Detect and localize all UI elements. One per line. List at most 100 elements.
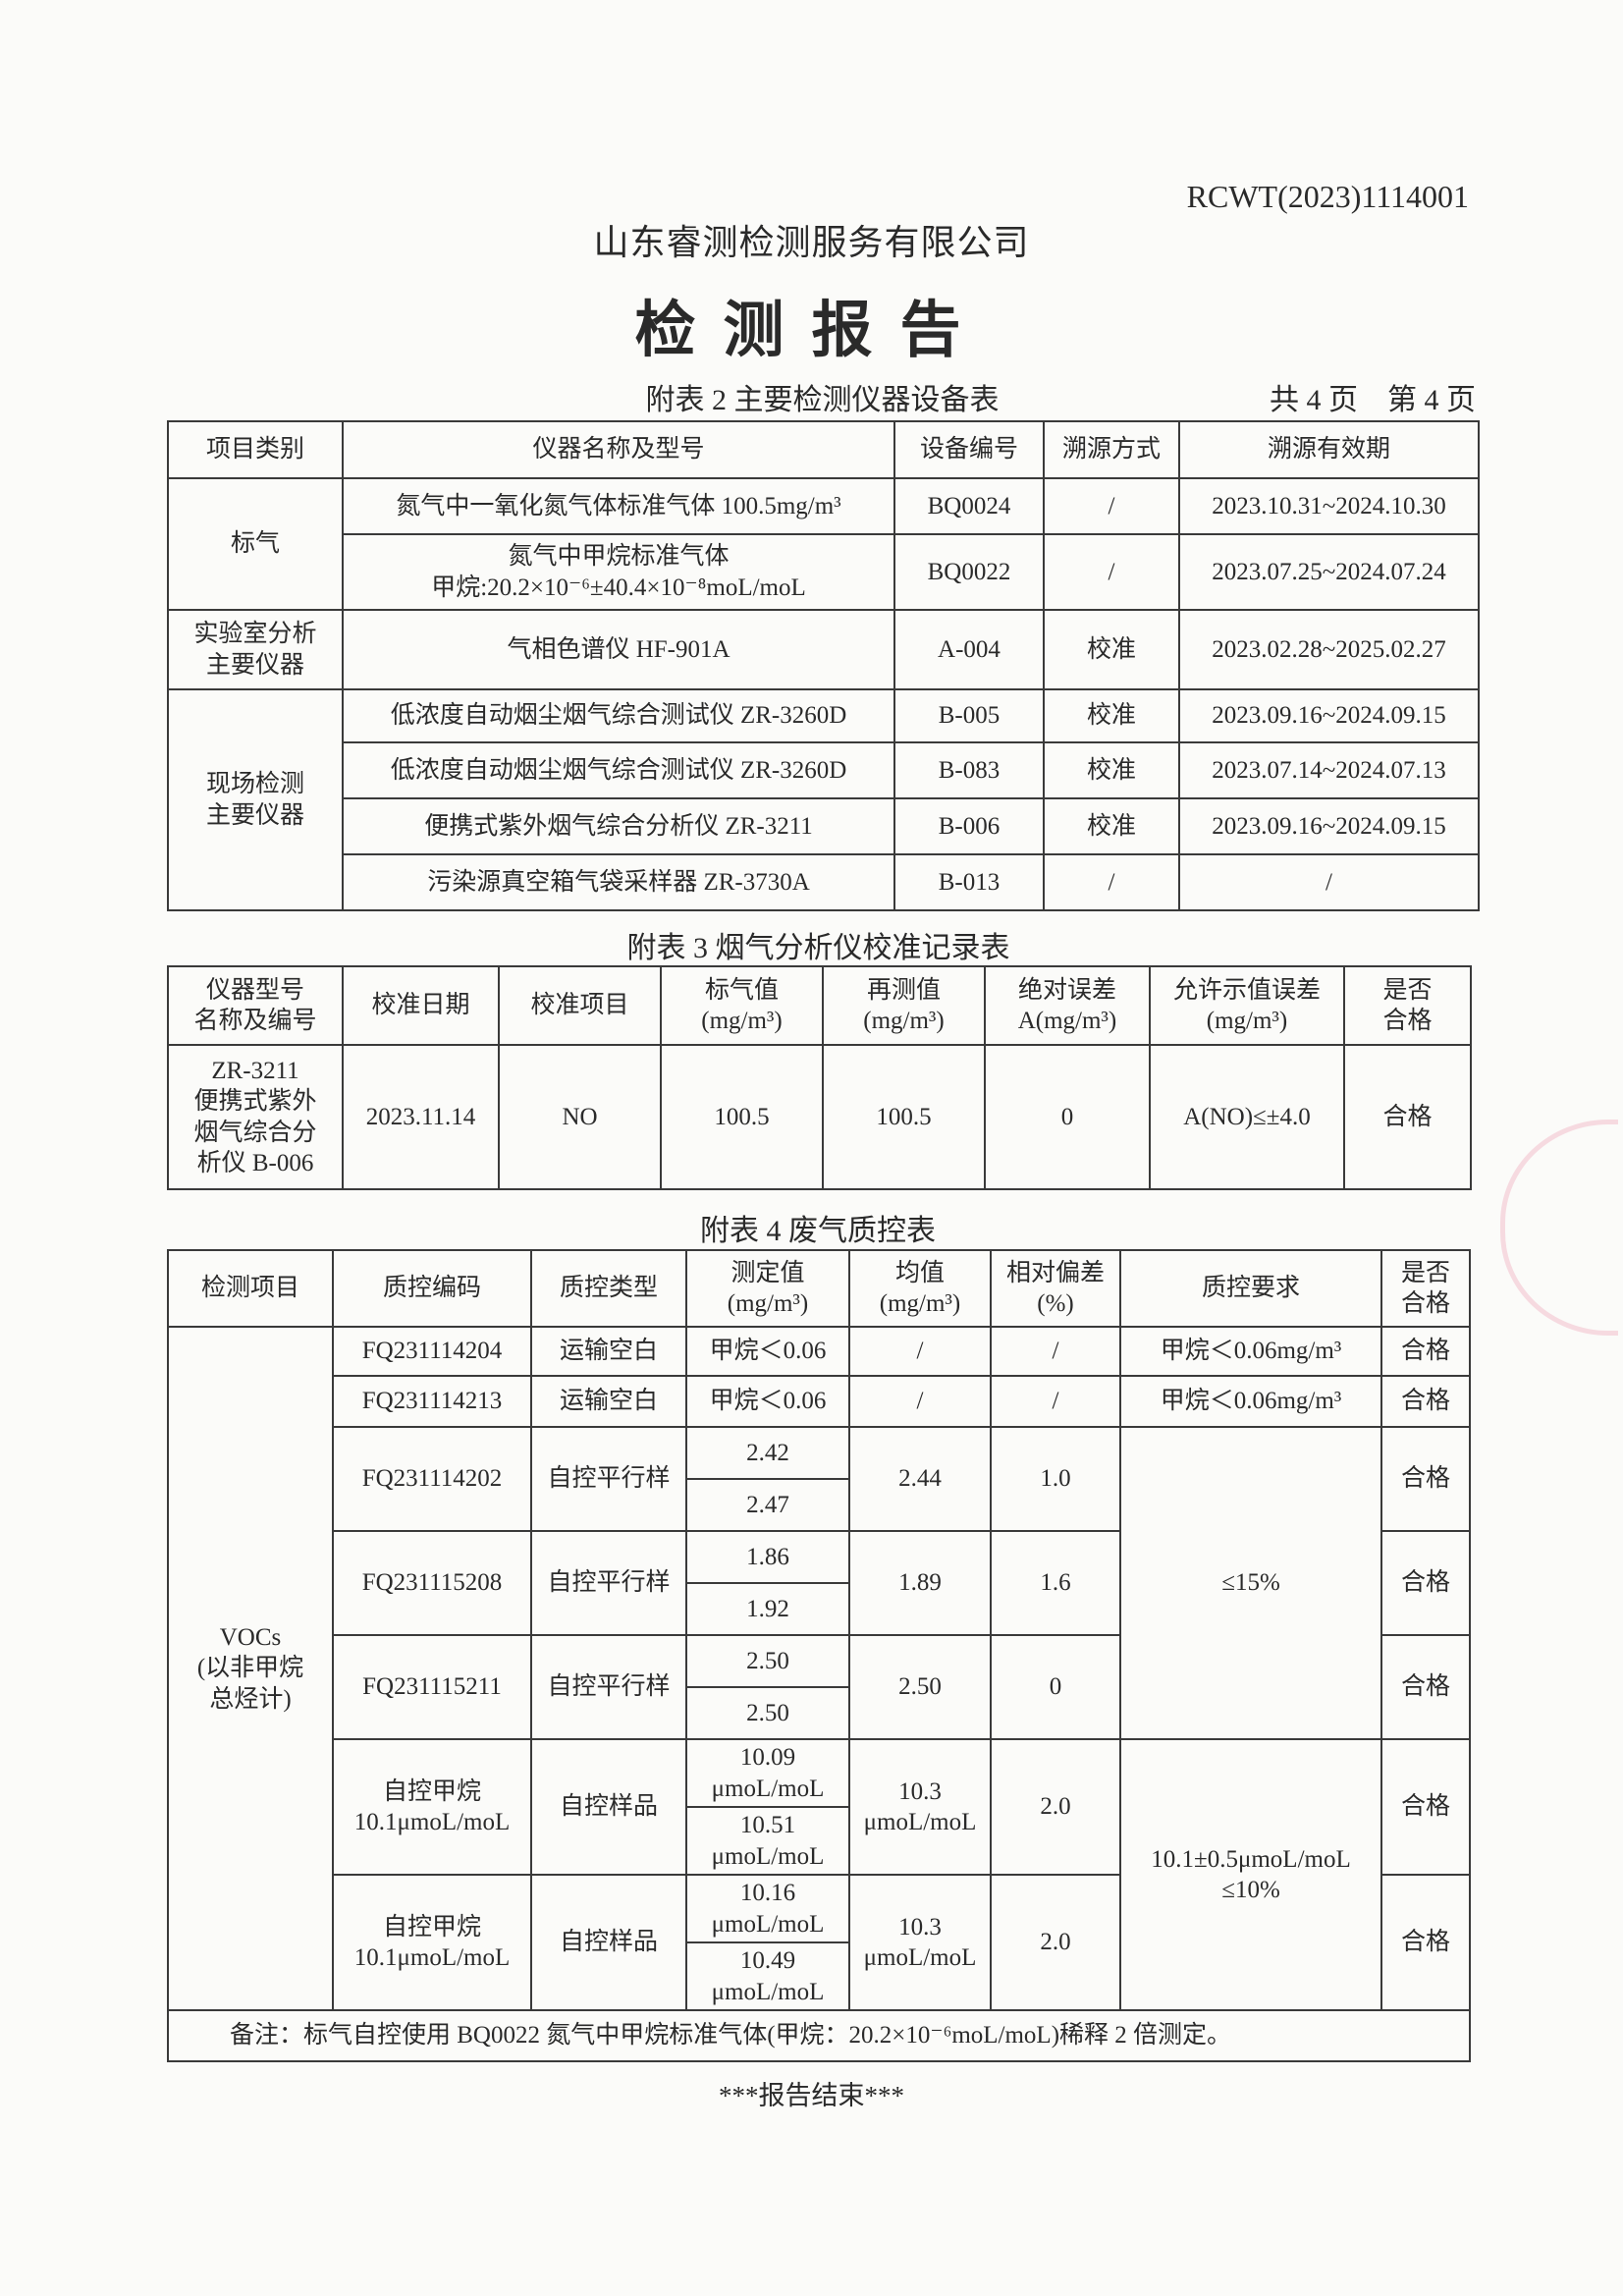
report-end: ***报告结束*** bbox=[719, 2081, 904, 2110]
table-row: 自控甲烷 10.1μmoL/moL 自控样品 10.16 μmoL/moL 10.3 … bbox=[168, 1874, 1471, 2011]
header-cell: 质控编码 bbox=[332, 1249, 532, 1328]
data-cell: NO bbox=[498, 1044, 662, 1190]
name-cell: 低浓度自动烟尘烟气综合测试仪 ZR-3260D bbox=[342, 688, 895, 743]
method-cell: 校准 bbox=[1043, 609, 1180, 690]
method-cell: 校准 bbox=[1043, 797, 1180, 855]
mean-cell: / bbox=[848, 1375, 992, 1428]
table-row: 项目类别 仪器名称及型号 设备编号 溯源方式 溯源有效期 bbox=[167, 420, 1480, 479]
table-row: 2.50 bbox=[168, 1686, 1470, 1740]
table-row: 污染源真空箱气袋采样器 ZR-3730A B-013// bbox=[168, 853, 1480, 911]
name-cell: 氮气中甲烷标准气体 甲烷:20.2×10⁻⁶±40.4×10⁻⁸moL/moL bbox=[342, 533, 895, 611]
table-row: 备注：标气自控使用 BQ0022 氮气中甲烷标准气体(甲烷：20.2×10⁻⁶m… bbox=[167, 2009, 1471, 2062]
id-cell: BQ0024 bbox=[893, 477, 1045, 535]
name-cell: 便携式紫外烟气综合分析仪 ZR-3211 bbox=[342, 797, 895, 855]
header-cell: 再测值 (mg/m³) bbox=[822, 965, 986, 1046]
page-title: 检测报告 bbox=[634, 298, 989, 364]
table-row: FQ231115211 自控平行样 2.50 2.50 0 合格 bbox=[168, 1634, 1471, 1740]
table-row: 自控甲烷 10.1μmoL/moL 自控样品 10.09 μmoL/moL 10.3 … bbox=[168, 1738, 1471, 2011]
pass-cell: 合格 bbox=[1380, 1326, 1471, 1377]
table-row: ZR-3211 便携式紫外 烟气综合分 析仪 B-006 2023.11.14 NO… bbox=[167, 1044, 1472, 1190]
type-cell: 自控平行样 bbox=[530, 1530, 687, 1636]
table-row: FQ231115208 自控平行样 1.86 1.89 1.6 合格 bbox=[168, 1530, 1471, 1636]
table-row: 氮气中甲烷标准气体 甲烷:20.2×10⁻⁶±40.4×10⁻⁸moL/moL B… bbox=[168, 533, 1480, 611]
value-cell: 甲烷＜0.06 bbox=[685, 1326, 850, 1377]
value-cell: 2.47 bbox=[685, 1478, 850, 1532]
name-cell: 氮气中一氧化氮气体标准气体 100.5mg/m³ bbox=[342, 477, 895, 535]
table-row: 仪器型号 名称及编号 校准日期 校准项目 标气值 (mg/m³) 再测值 (mg/m³)… bbox=[167, 965, 1472, 1046]
type-cell: 运输空白 bbox=[530, 1375, 687, 1428]
mean-cell: 2.50 bbox=[848, 1634, 992, 1740]
code-cell: FQ231114213 bbox=[332, 1375, 532, 1428]
table-row: 实验室分析 主要仪器 气相色谱仪 HF-901A A-004 校准 2023.02.28… bbox=[167, 609, 1480, 690]
table-row: 10.51 μmoL/moL bbox=[168, 1806, 1470, 1876]
header-cell: 绝对误差 A(mg/m³) bbox=[984, 965, 1151, 1046]
rsd-cell: 1.6 bbox=[990, 1530, 1121, 1636]
seal-stamp bbox=[1500, 1120, 1618, 1336]
category-cell: 实验室分析 主要仪器 bbox=[167, 609, 344, 690]
table-row: 2.47 bbox=[168, 1478, 1470, 1532]
method-cell: 校准 bbox=[1043, 688, 1180, 743]
quality-control-table: 检测项目 质控编码 质控类型 测定值 (mg/m³) 均值 (mg/m³) 相对偏差 (%… bbox=[167, 1249, 1471, 2062]
table-row: 10.49 μmoL/moL bbox=[168, 1941, 1470, 2011]
value-cell: 1.86 bbox=[685, 1530, 850, 1584]
category-cell: 现场检测 主要仪器 bbox=[167, 688, 344, 911]
header-cell: 标气值 (mg/m³) bbox=[660, 965, 824, 1046]
item-cell: VOCs (以非甲烷 总烃计) bbox=[167, 1326, 334, 2011]
req-cell: ≤15% bbox=[1119, 1426, 1382, 1740]
pass-cell: 合格 bbox=[1380, 1874, 1471, 2011]
table-row: FQ231114202 自控平行样 2.42 2.44 1.0 ≤15% 合格 bbox=[168, 1426, 1471, 1740]
header-cell: 溯源有效期 bbox=[1178, 420, 1480, 479]
calibration-table: 仪器型号 名称及编号 校准日期 校准项目 标气值 (mg/m³) 再测值 (mg/m³)… bbox=[167, 965, 1472, 1190]
validity-cell: 2023.07.14~2024.07.13 bbox=[1178, 741, 1480, 799]
id-cell: B-006 bbox=[893, 797, 1045, 855]
validity-cell: 2023.02.28~2025.02.27 bbox=[1178, 609, 1480, 690]
table-row: 便携式紫外烟气综合分析仪 ZR-3211 B-006 校准 2023.09.16~20… bbox=[168, 797, 1480, 855]
category-cell: 标气 bbox=[167, 477, 344, 611]
rsd-cell: 0 bbox=[990, 1634, 1121, 1740]
table-row: 标气 氮气中一氧化氮气体标准气体 100.5mg/m³ BQ0024/2023.10… bbox=[167, 477, 1480, 611]
method-cell: / bbox=[1043, 477, 1180, 535]
type-cell: 自控平行样 bbox=[530, 1634, 687, 1740]
page-info: 共 4 页 第 4 页 bbox=[1270, 384, 1476, 416]
table4-caption: 附表 4 废气质控表 bbox=[700, 1215, 936, 1247]
header-cell: 测定值 (mg/m³) bbox=[685, 1249, 850, 1328]
header-cell: 检测项目 bbox=[167, 1249, 334, 1328]
code-cell: FQ231114202 bbox=[332, 1426, 532, 1532]
value-cell: 2.42 bbox=[685, 1426, 850, 1480]
id-cell: B-013 bbox=[893, 853, 1045, 911]
rsd-cell: / bbox=[990, 1375, 1121, 1428]
header-cell: 仪器名称及型号 bbox=[342, 420, 895, 479]
req-cell: 甲烷＜0.06mg/m³ bbox=[1119, 1375, 1382, 1428]
req-cell: 10.1±0.5μmoL/moL ≤10% bbox=[1119, 1738, 1382, 2011]
id-cell: A-004 bbox=[893, 609, 1045, 690]
name-cell: 低浓度自动烟尘烟气综合测试仪 ZR-3260D bbox=[342, 741, 895, 799]
data-cell: A(NO)≤±4.0 bbox=[1149, 1044, 1345, 1190]
type-cell: 自控平行样 bbox=[530, 1426, 687, 1532]
value-cell: 2.50 bbox=[685, 1634, 850, 1688]
code-cell: 自控甲烷 10.1μmoL/moL bbox=[332, 1874, 532, 2011]
data-cell: 100.5 bbox=[660, 1044, 824, 1190]
method-cell: 校准 bbox=[1043, 741, 1180, 799]
mean-cell: 10.3 μmoL/moL bbox=[848, 1874, 992, 2011]
data-cell: 100.5 bbox=[822, 1044, 986, 1190]
header-cell: 质控要求 bbox=[1119, 1249, 1382, 1328]
table3-caption: 附表 3 烟气分析仪校准记录表 bbox=[626, 932, 1010, 964]
type-cell: 自控样品 bbox=[530, 1738, 687, 1876]
validity-cell: 2023.09.16~2024.09.15 bbox=[1178, 688, 1480, 743]
header-cell: 溯源方式 bbox=[1043, 420, 1180, 479]
id-cell: B-005 bbox=[893, 688, 1045, 743]
value-cell: 1.92 bbox=[685, 1582, 850, 1636]
equipment-table: 项目类别 仪器名称及型号 设备编号 溯源方式 溯源有效期 标气 氮气中一氧化氮气体标准气体 … bbox=[167, 420, 1480, 911]
value-cell: 10.49 μmoL/moL bbox=[685, 1941, 850, 2011]
rsd-cell: 2.0 bbox=[990, 1738, 1121, 1876]
type-cell: 自控样品 bbox=[530, 1874, 687, 2011]
rsd-cell: 2.0 bbox=[990, 1874, 1121, 2011]
code-cell: FQ231114204 bbox=[332, 1326, 532, 1377]
method-cell: / bbox=[1043, 853, 1180, 911]
value-cell: 10.16 μmoL/moL bbox=[685, 1874, 850, 1943]
code-cell: 自控甲烷 10.1μmoL/moL bbox=[332, 1738, 532, 1876]
report-number: RCWT(2023)1114001 bbox=[1186, 179, 1469, 214]
mean-cell: 1.89 bbox=[848, 1530, 992, 1636]
mean-cell: / bbox=[848, 1326, 992, 1377]
header-cell: 相对偏差 (%) bbox=[990, 1249, 1121, 1328]
